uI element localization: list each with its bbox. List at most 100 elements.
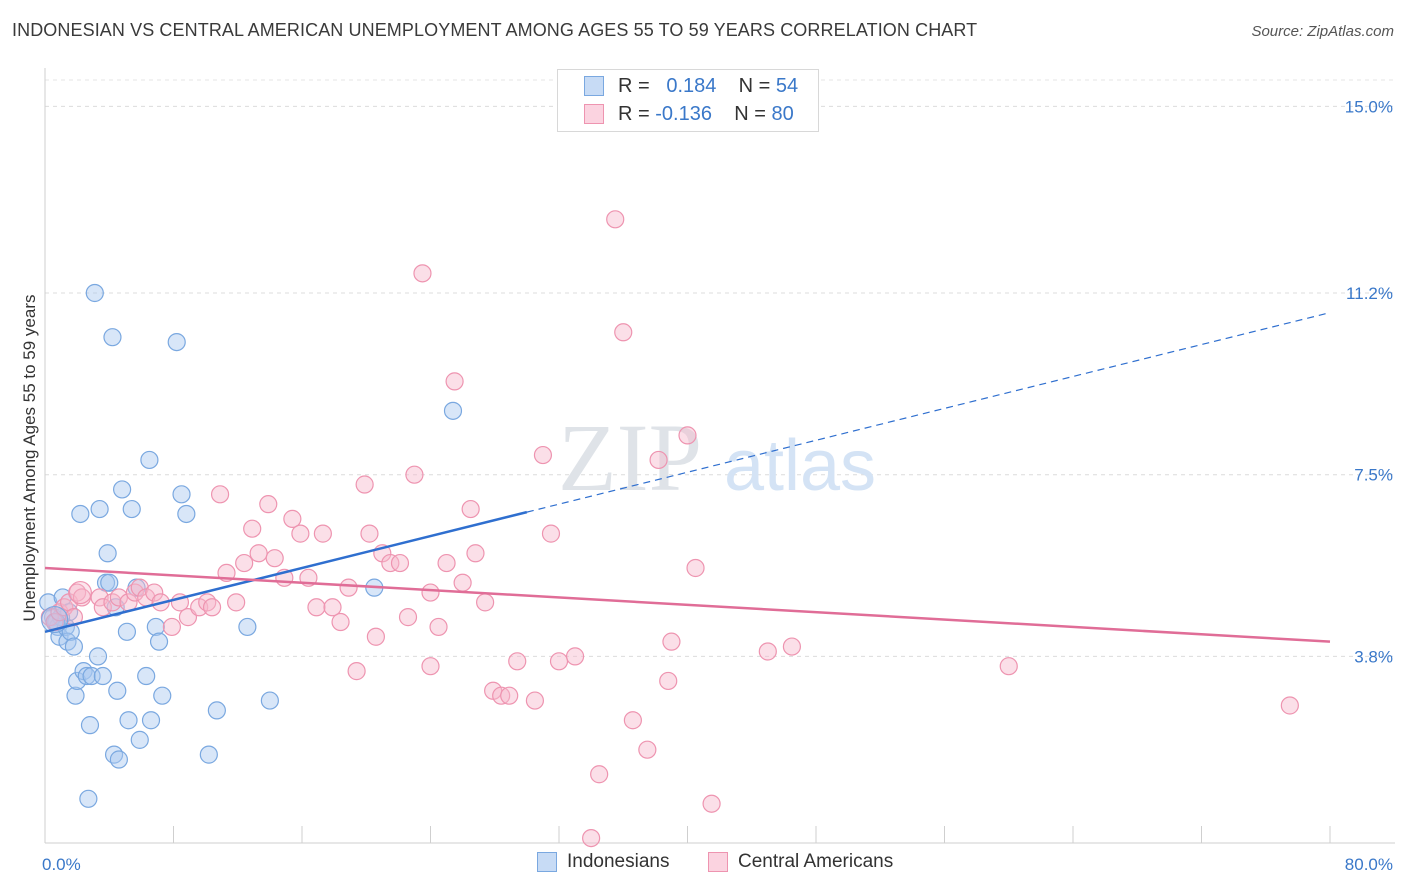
indonesian-point [238,617,257,637]
central-american-point [398,608,418,627]
central-american-point [323,598,342,617]
indonesian-point [199,745,218,764]
indonesian-point [80,716,100,735]
central-american-point [582,828,601,848]
indonesian-trend-line [44,510,528,634]
indonesian-point [122,499,141,519]
central-american-point [638,740,657,759]
indonesian-point [103,328,122,347]
central-american-point [339,578,358,597]
indonesian-point [77,666,96,686]
indonesian-point [93,666,112,686]
legend-row-central-americans: R = -0.136 N = 80 [584,100,794,128]
y-tick-label: 3.8% [1354,647,1393,666]
indonesian-point [90,499,109,519]
source-credit: Source: ZipAtlas.com [1251,23,1394,40]
legend-r-label: R = [618,74,650,97]
central-american-point [202,598,222,617]
central-american-point [437,553,456,573]
indonesian-point [172,485,191,504]
indonesian-point [167,332,186,352]
central-american-point [453,573,472,592]
central-american-point [1280,696,1299,715]
legend-r-value: -0.136 [655,102,712,125]
central-american-point [355,475,374,494]
central-american-point [331,612,350,632]
central-american-point [381,553,400,573]
series-label-indonesians: Indonesians [567,851,670,872]
central-american-point [93,598,112,617]
indonesian-point [260,691,279,710]
central-american-point [429,617,448,637]
central-american-point [227,593,246,612]
data-points [39,210,1299,848]
central-american-point [413,264,432,283]
central-american-point [500,686,519,705]
legend-n-label: N = [734,102,766,125]
central-american-point [623,711,642,730]
indonesian-point [141,711,161,730]
central-american-trend-line [44,566,1331,643]
legend-r-value: 0.184 [666,74,717,97]
indonesian-point [108,681,127,700]
indonesian-point [119,711,138,730]
series-legend-indonesians: Indonesians [537,851,669,873]
indonesian-point [68,671,87,691]
central-american-point [678,426,697,445]
central-american-point [445,372,464,391]
central-american-point [659,671,678,691]
central-american-point [360,524,379,543]
legend-r-label: R = [618,102,650,125]
central-american-point [508,652,527,671]
central-american-point [702,794,721,813]
central-american-point [614,323,633,342]
central-american-point [525,691,545,710]
central-american-point [421,657,440,676]
central-american-point [68,580,92,605]
indonesian-point [140,450,159,470]
y-axis-label: Unemployment Among Ages 55 to 59 years [20,295,39,622]
correlation-legend: R = 0.184 N = 54 R = -0.136 N = 80 [557,69,819,132]
watermark-zip: ZIP [558,404,702,511]
legend-swatch-blue [584,76,604,96]
central-american-point [291,524,310,543]
axes [44,68,1395,844]
central-american-point [243,519,262,538]
central-american-point [606,210,625,229]
trend-lines [44,312,1331,643]
central-american-point [249,544,268,563]
y-tick-label: 11.2% [1346,284,1393,303]
indonesian-point [443,401,463,420]
indonesian-point [98,544,117,563]
central-american-point [366,627,385,646]
central-american-point [758,642,777,661]
indonesian-point [109,750,128,769]
indonesian-point [41,605,69,634]
series-legend: Indonesians Central Americans [0,851,1406,877]
tick-labels: 3.8% 7.5% 11.2% 15.0% 0.0% 80.0% [42,97,1393,874]
central-american-point [405,465,424,484]
legend-n-label: N = [738,74,771,97]
central-american-point [162,617,181,637]
chart-title: INDONESIAN VS CENTRAL AMERICAN UNEMPLOYM… [12,20,978,40]
central-american-point [313,524,332,543]
watermark-atlas: atlas [724,426,876,506]
indonesian-point [149,632,169,651]
central-american-point [541,524,561,543]
central-american-point [590,765,609,784]
central-american-point [649,450,668,470]
central-american-point [130,578,149,597]
legend-n-value: 80 [771,102,794,125]
central-american-point [265,549,284,568]
indonesian-point [112,480,132,499]
legend-n-value: 54 [775,74,799,97]
central-american-point [347,662,366,681]
central-american-point [259,495,278,514]
indonesian-point [177,504,196,524]
central-american-point [565,647,585,666]
legend-row-indonesians: R = 0.184 N = 54 [584,72,798,100]
indonesian-point [207,701,226,720]
series-swatch-blue [537,852,557,872]
indonesian-point [88,647,108,666]
